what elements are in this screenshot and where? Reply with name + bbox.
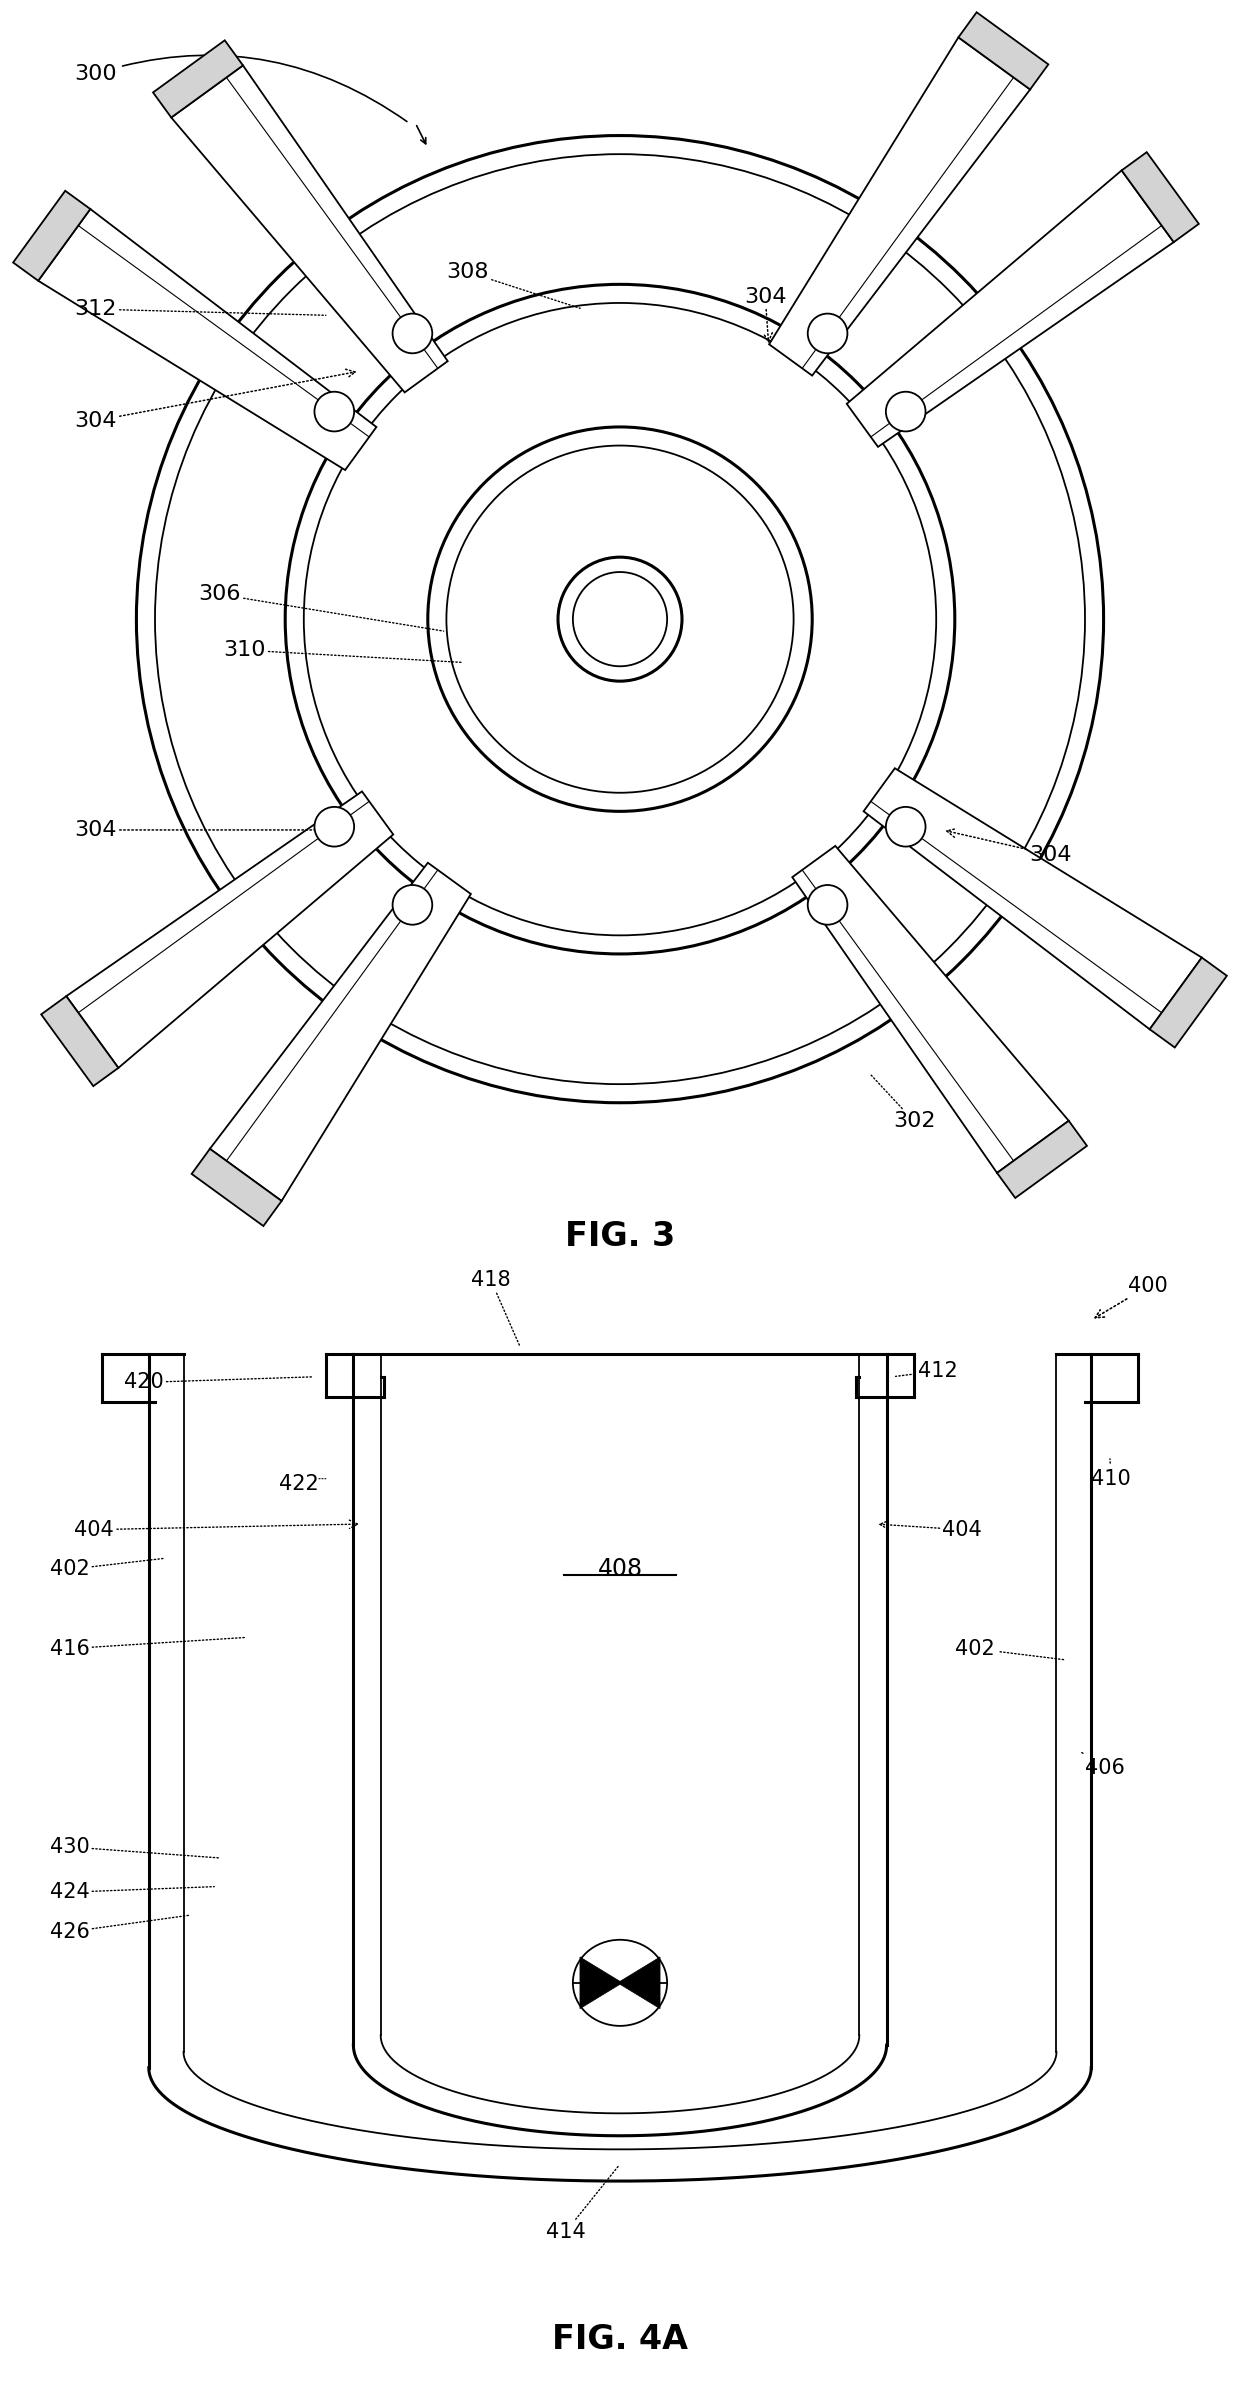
Polygon shape: [192, 1150, 281, 1226]
Polygon shape: [14, 191, 91, 281]
Text: 304: 304: [74, 370, 355, 432]
Circle shape: [807, 312, 847, 353]
Text: 424: 424: [50, 1882, 215, 1903]
Polygon shape: [847, 169, 1174, 446]
Text: 408: 408: [598, 1557, 642, 1581]
Polygon shape: [38, 210, 377, 470]
Text: 300: 300: [74, 55, 407, 122]
Circle shape: [315, 806, 355, 847]
Circle shape: [885, 391, 925, 432]
Text: 402: 402: [955, 1638, 1064, 1660]
Text: 304: 304: [744, 286, 786, 341]
Polygon shape: [959, 12, 1048, 91]
Text: 404: 404: [879, 1519, 982, 1541]
Text: 302: 302: [870, 1073, 935, 1130]
Text: FIG. 4A: FIG. 4A: [552, 2323, 688, 2356]
Text: 312: 312: [74, 298, 326, 320]
Polygon shape: [769, 38, 1030, 374]
Polygon shape: [792, 847, 1069, 1173]
Polygon shape: [153, 41, 243, 117]
Text: 414: 414: [546, 2166, 619, 2242]
Text: 400: 400: [1095, 1276, 1168, 1319]
Text: 422: 422: [279, 1474, 319, 1495]
Text: 412: 412: [895, 1362, 957, 1381]
Polygon shape: [171, 64, 448, 394]
Circle shape: [885, 806, 925, 847]
Text: 310: 310: [223, 639, 463, 663]
Polygon shape: [210, 863, 471, 1202]
Text: 308: 308: [446, 262, 580, 308]
Text: 420: 420: [124, 1371, 314, 1393]
Text: 402: 402: [50, 1557, 165, 1579]
Text: FIG. 3: FIG. 3: [565, 1219, 675, 1252]
Text: 304: 304: [74, 820, 330, 840]
Text: 304: 304: [947, 828, 1071, 866]
Circle shape: [315, 391, 355, 432]
Polygon shape: [863, 768, 1202, 1030]
Circle shape: [807, 885, 847, 925]
Circle shape: [393, 885, 433, 925]
Text: 406: 406: [1081, 1753, 1125, 1777]
Text: 430: 430: [50, 1836, 221, 1858]
Text: 404: 404: [74, 1519, 358, 1541]
Polygon shape: [580, 1958, 622, 2008]
Polygon shape: [1149, 956, 1226, 1047]
Polygon shape: [66, 792, 393, 1068]
Text: 306: 306: [198, 584, 444, 632]
Polygon shape: [618, 1958, 660, 2008]
Text: 410: 410: [1091, 1460, 1131, 1488]
Polygon shape: [41, 997, 118, 1085]
Text: 416: 416: [50, 1638, 246, 1658]
Circle shape: [393, 312, 433, 353]
Polygon shape: [1122, 153, 1199, 243]
Text: 426: 426: [50, 1915, 190, 1941]
Text: 418: 418: [471, 1271, 520, 1345]
Polygon shape: [997, 1121, 1087, 1197]
